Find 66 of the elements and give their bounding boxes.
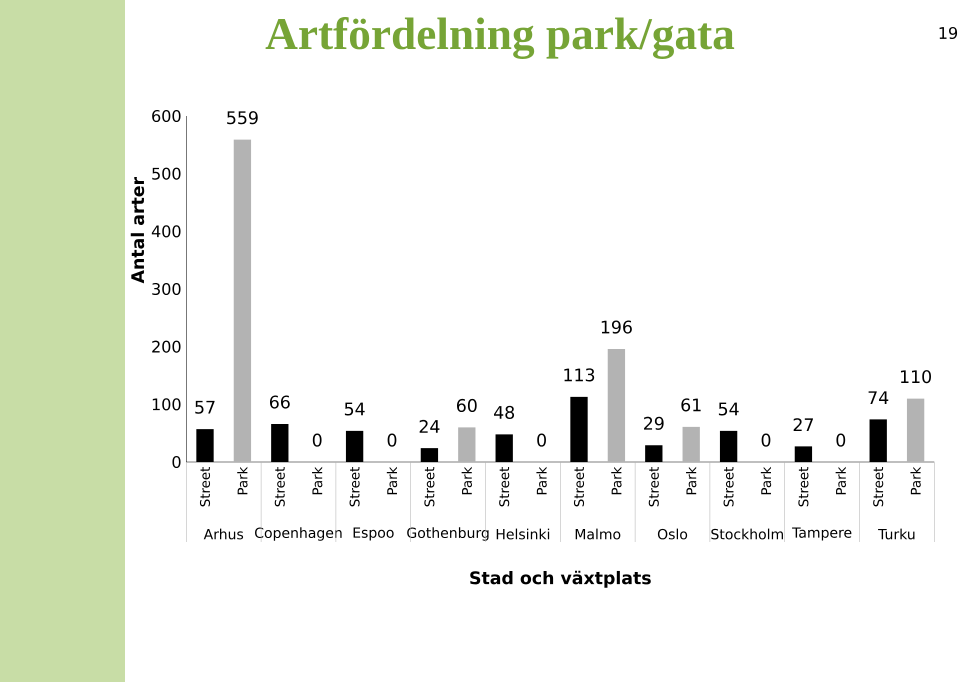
chart-title: Artfördelning park/gata [266,17,734,59]
y-tick-label: 600 [152,110,181,122]
y-tick-label: 0 [172,456,181,468]
text: Helsinki [496,528,550,540]
text: Arhus [204,528,244,540]
text: Oslo [658,528,688,540]
data-label: 60 [456,398,477,412]
y-tick-label: 300 [152,282,181,296]
data-label: 110 [900,370,931,384]
text: Copenhagen [255,527,342,541]
x-tick-label: Street [724,467,734,506]
y-axis-title: Antal arter [130,176,144,284]
data-label: 0 [312,434,322,447]
x-tick-label: Street [274,467,285,506]
data-label: 559 [227,111,258,124]
data-label: 113 [564,368,594,382]
data-label: 54 [718,402,739,416]
x-tick-label: Street [499,467,510,506]
data-label: 27 [794,418,813,432]
text: 19 [940,26,958,40]
bar [608,348,626,462]
text: Turku [878,528,914,540]
data-label: 66 [270,395,290,409]
data-label: 57 [195,400,215,414]
x-tick-label: Park [611,466,622,494]
y-tick-label: 200 [152,340,181,353]
x-tick-label: Park [536,466,547,494]
text: Tampere [792,527,852,541]
x-tick-label: Park [237,466,248,494]
x-tick-label: Street [873,467,884,506]
data-label: 61 [681,398,701,412]
data-label: 48 [494,406,514,419]
bar [682,426,700,462]
x-tick-label: Park [836,466,846,494]
x-tick-label: Street [200,467,210,506]
bar [458,427,476,462]
data-label: 0 [762,434,770,447]
y-tick-label: 500 [152,168,181,180]
y-tick-label: 400 [152,225,181,238]
data-label: 74 [868,391,888,404]
x-axis-title: Stad och växtplats [470,570,651,588]
data-label: 0 [537,434,546,447]
x-tick-label: Park [686,466,696,494]
data-label: 0 [388,434,396,447]
x-tick-label: Park [386,466,398,494]
data-label: 29 [644,416,664,430]
x-tick-label: Park [760,466,772,494]
x-tick-label: Park [462,466,472,494]
x-tick-label: Street [648,467,659,506]
text: Espoo [354,527,394,541]
bar [234,140,252,462]
text: Stockholm [711,528,783,540]
data-label: 0 [836,434,846,447]
text: Malmo [576,528,620,540]
x-tick-label: Street [798,467,808,506]
data-label: 196 [602,320,632,334]
x-tick-label: Street [350,467,360,506]
bar [906,398,924,462]
data-label: 24 [420,420,440,433]
y-tick-label: 100 [152,398,181,410]
x-tick-label: Street [424,467,434,506]
x-tick-label: Park [910,466,921,494]
data-label: 54 [344,402,365,416]
x-tick-label: Street [574,467,584,506]
x-tick-label: Park [312,466,322,494]
text: Gothenburg [407,527,489,541]
